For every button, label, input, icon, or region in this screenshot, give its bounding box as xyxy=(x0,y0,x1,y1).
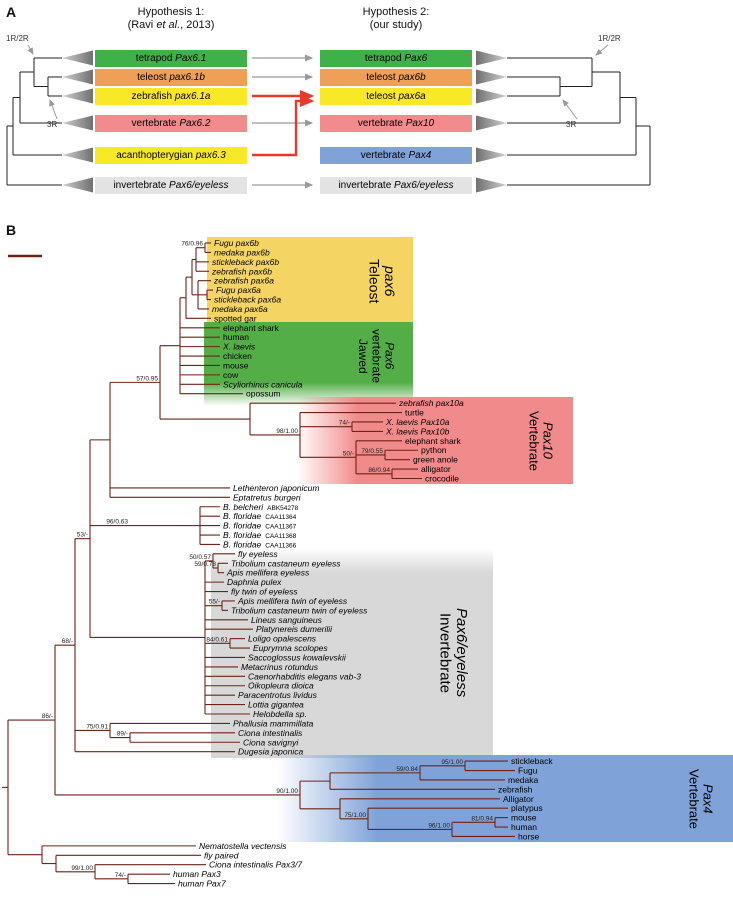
hypothesis1-title: Hypothesis 1: (Ravi et al., 2013) xyxy=(86,6,256,32)
teleost-pax6-block-label: Teleost pax6 xyxy=(366,258,398,303)
jawed-vertebrate-pax6-block xyxy=(204,321,413,407)
hypothesis-box-right-2: teleost pax6a xyxy=(320,87,472,105)
hypothesis-box-left-0: tetrapod Pax6.1 xyxy=(95,49,247,67)
hypothesis-box-right-0: tetrapod Pax6 xyxy=(320,49,472,67)
hypothesis-box-right-4: vertebrate Pax4 xyxy=(320,146,472,164)
vertebrate-pax4-block-label: Vertebrate Pax4 xyxy=(686,768,716,829)
hypothesis-box-right-5: invertebrate Pax6/eyeless xyxy=(320,176,472,194)
wgd-label-3r-left: 3R xyxy=(47,120,58,129)
hypothesis-box-left-4: acanthopterygian pax6.3 xyxy=(95,146,247,164)
jawed-vertebrate-pax6-block-label: Jawed vertebrate Pax6 xyxy=(356,329,397,384)
hypothesis2-title-line2: (our study) xyxy=(369,19,423,31)
wgd-label-3r-right: 3R xyxy=(566,120,577,129)
panel-b-label: B xyxy=(6,222,17,238)
hypothesis-box-left-1: teleost pax6.1b xyxy=(95,68,247,86)
hypothesis2-title: Hypothesis 2: (our study) xyxy=(311,6,481,32)
hypothesis2-title-line1: Hypothesis 2: xyxy=(362,6,430,18)
hypothesis-box-left-5: invertebrate Pax6/eyeless xyxy=(95,176,247,194)
wgd-label-1r2r-right: 1R/2R xyxy=(598,34,621,43)
hypothesis-box-right-1: teleost pax6b xyxy=(320,68,472,86)
teleost-pax6-block xyxy=(207,237,413,325)
invertebrate-pax6-eyeless-block xyxy=(211,547,493,758)
hypothesis1-title-line1: Hypothesis 1: xyxy=(137,6,205,18)
hypothesis-box-left-2: zebrafish pax6.1a xyxy=(95,87,247,105)
wgd-label-1r2r-left: 1R/2R xyxy=(6,34,29,43)
hypothesis-box-left-3: vertebrate Pax6.2 xyxy=(95,114,247,132)
panel-a-label: A xyxy=(6,4,17,20)
invertebrate-pax6-eyeless-block-label: Invertebrate Pax6/eyeless xyxy=(436,608,471,698)
hypothesis-box-right-3: vertebrate Pax10 xyxy=(320,114,472,132)
vertebrate-pax10-block xyxy=(297,397,573,485)
hypothesis1-title-line2: (Ravi et al., 2013) xyxy=(127,19,215,31)
vertebrate-pax10-block-label: Vertebrate Pax10 xyxy=(526,410,556,471)
